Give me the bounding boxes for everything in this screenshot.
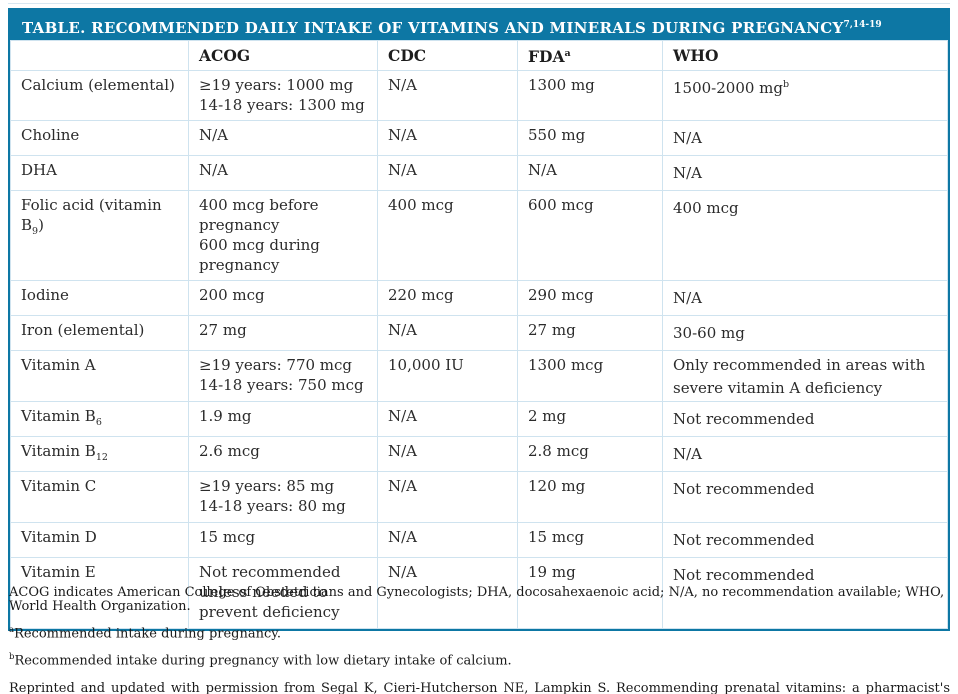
cell-cdc: N/A: [377, 155, 518, 191]
cell-acog: ≥19 years: 770 mcg 14-18 years: 750 mcg: [188, 350, 378, 402]
cell-acog: 15 mcg: [188, 522, 378, 558]
cell-cdc: N/A: [377, 70, 518, 121]
cell-acog: 1.9 mg: [188, 401, 378, 437]
cell-who: 400 mcg: [662, 190, 948, 281]
cell-who: N/A: [662, 155, 948, 191]
row-label: Vitamin B6: [10, 401, 189, 437]
cell-fda: 290 mcg: [517, 280, 663, 316]
table-row-vitamin-d: Vitamin D 15 mcg N/A 15 mcg Not recommen…: [10, 522, 948, 558]
table-row-iodine: Iodine 200 mcg 220 mcg 290 mcg N/A: [10, 280, 948, 316]
cell-fda: N/A: [517, 155, 663, 191]
cell-acog: 200 mcg: [188, 280, 378, 316]
table-row-iron: Iron (elemental) 27 mg N/A 27 mg 30-60 m…: [10, 315, 948, 351]
cell-who: Not recommended: [662, 401, 948, 437]
table-row-vitamin-b6: Vitamin B6 1.9 mg N/A 2 mg Not recommend…: [10, 401, 948, 437]
cell-cdc: N/A: [377, 557, 518, 629]
footnote-b: bRecommended intake during pregnancy wit…: [9, 652, 512, 669]
table-title-references: 7,14-19: [843, 20, 882, 30]
cell-acog: ≥19 years: 1000 mg 14-18 years: 1300 mg: [188, 70, 378, 121]
row-label: Vitamin B12: [10, 436, 189, 472]
cell-cdc: N/A: [377, 315, 518, 351]
vitamin-subscript: 12: [95, 452, 108, 463]
vitamins-minerals-table: TABLE. RECOMMENDED DAILY INTAKE OF VITAM…: [8, 8, 950, 631]
cell-cdc: N/A: [377, 471, 518, 523]
table-row-folic-acid: Folic acid (vitamin B9) 400 mcg before p…: [10, 190, 948, 281]
column-header-empty: [10, 40, 189, 71]
cell-fda: 120 mg: [517, 471, 663, 523]
cell-who: Only recommended in areas with severe vi…: [662, 350, 948, 402]
row-label: Vitamin D: [10, 522, 189, 558]
table-title: TABLE. RECOMMENDED DAILY INTAKE OF VITAM…: [22, 19, 844, 37]
top-divider-line: [8, 3, 950, 4]
table-row-choline: Choline N/A N/A 550 mg N/A: [10, 120, 948, 156]
cell-cdc: 400 mcg: [377, 190, 518, 281]
cell-cdc: N/A: [377, 120, 518, 156]
cell-cdc: 10,000 IU: [377, 350, 518, 402]
table-row-vitamin-e: Vitamin E Not recommended unless needed …: [10, 557, 948, 629]
table-row-vitamin-c: Vitamin C ≥19 years: 85 mg 14-18 years: …: [10, 471, 948, 523]
row-label: Folic acid (vitamin B9): [10, 190, 189, 281]
cell-cdc: N/A: [377, 436, 518, 472]
cell-who: N/A: [662, 120, 948, 156]
row-label: Iron (elemental): [10, 315, 189, 351]
cell-who: N/A: [662, 280, 948, 316]
abbreviations-note: ACOG indicates American College of Obste…: [9, 585, 945, 614]
vitamin-subscript: 6: [95, 417, 102, 428]
data-table: ACOG CDC FDAa WHO Calcium (elemental) ≥1…: [10, 40, 948, 629]
cell-who: Not recommended: [662, 522, 948, 558]
cell-who: N/A: [662, 436, 948, 472]
table-row-calcium: Calcium (elemental) ≥19 years: 1000 mg 1…: [10, 70, 948, 121]
footnote-b-marker: b: [9, 652, 15, 663]
cell-fda: 27 mg: [517, 315, 663, 351]
row-label: Vitamin C: [10, 471, 189, 523]
cell-fda: 600 mcg: [517, 190, 663, 281]
column-header-cdc: CDC: [377, 40, 518, 71]
cell-acog: N/A: [188, 120, 378, 156]
cell-who: 1500-2000 mgb: [662, 70, 948, 121]
cell-acog: Not recommended unless needed to prevent…: [188, 557, 378, 629]
fda-footnote-marker: a: [564, 47, 571, 59]
row-label: Vitamin E: [10, 557, 189, 629]
table-row-dha: DHA N/A N/A N/A N/A: [10, 155, 948, 191]
cell-cdc: 220 mcg: [377, 280, 518, 316]
row-label: DHA: [10, 155, 189, 191]
vitamin-subscript: 9: [32, 226, 39, 237]
column-header-fda: FDAa: [517, 40, 663, 71]
reprint-citation: Reprinted and updated with permission fr…: [9, 680, 950, 694]
cell-acog: 27 mg: [188, 315, 378, 351]
footnote-a-marker: a: [9, 625, 15, 635]
cell-fda: 1300 mcg: [517, 350, 663, 402]
header-row: ACOG CDC FDAa WHO: [10, 40, 948, 71]
table-row-vitamin-b12: Vitamin B12 2.6 mcg N/A 2.8 mcg N/A: [10, 436, 948, 472]
cell-cdc: N/A: [377, 522, 518, 558]
table-title-bar: TABLE. RECOMMENDED DAILY INTAKE OF VITAM…: [10, 10, 948, 40]
cell-fda: 15 mcg: [517, 522, 663, 558]
row-label: Calcium (elemental): [10, 70, 189, 121]
cell-fda: 2.8 mcg: [517, 436, 663, 472]
cell-fda: 1300 mg: [517, 70, 663, 121]
row-label: Choline: [10, 120, 189, 156]
who-footnote-marker: b: [783, 79, 790, 90]
table-row-vitamin-a: Vitamin A ≥19 years: 770 mcg 14-18 years…: [10, 350, 948, 402]
column-header-acog: ACOG: [188, 40, 378, 71]
cell-acog: 400 mcg before pregnancy 600 mcg during …: [188, 190, 378, 281]
footnotes: ACOG indicates American College of Obste…: [9, 586, 950, 694]
cell-who: Not recommended: [662, 557, 948, 629]
cell-fda: 550 mg: [517, 120, 663, 156]
column-header-who: WHO: [662, 40, 948, 71]
row-label: Vitamin A: [10, 350, 189, 402]
cell-fda: 2 mg: [517, 401, 663, 437]
row-label: Iodine: [10, 280, 189, 316]
cell-who: 30-60 mg: [662, 315, 948, 351]
footnote-a: aRecommended intake during pregnancy.: [9, 625, 282, 642]
cell-who: Not recommended: [662, 471, 948, 523]
cell-cdc: N/A: [377, 401, 518, 437]
cell-acog: 2.6 mcg: [188, 436, 378, 472]
cell-fda: 19 mg: [517, 557, 663, 629]
cell-acog: ≥19 years: 85 mg 14-18 years: 80 mg: [188, 471, 378, 523]
cell-acog: N/A: [188, 155, 378, 191]
